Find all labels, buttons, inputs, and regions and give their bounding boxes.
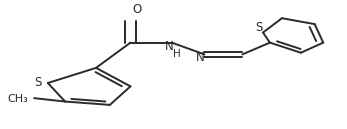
Text: H: H: [173, 49, 180, 59]
Text: S: S: [34, 76, 41, 89]
Text: O: O: [132, 3, 141, 16]
Text: S: S: [255, 21, 262, 34]
Text: N: N: [196, 51, 205, 64]
Text: N: N: [164, 40, 174, 53]
Text: CH₃: CH₃: [8, 94, 28, 104]
